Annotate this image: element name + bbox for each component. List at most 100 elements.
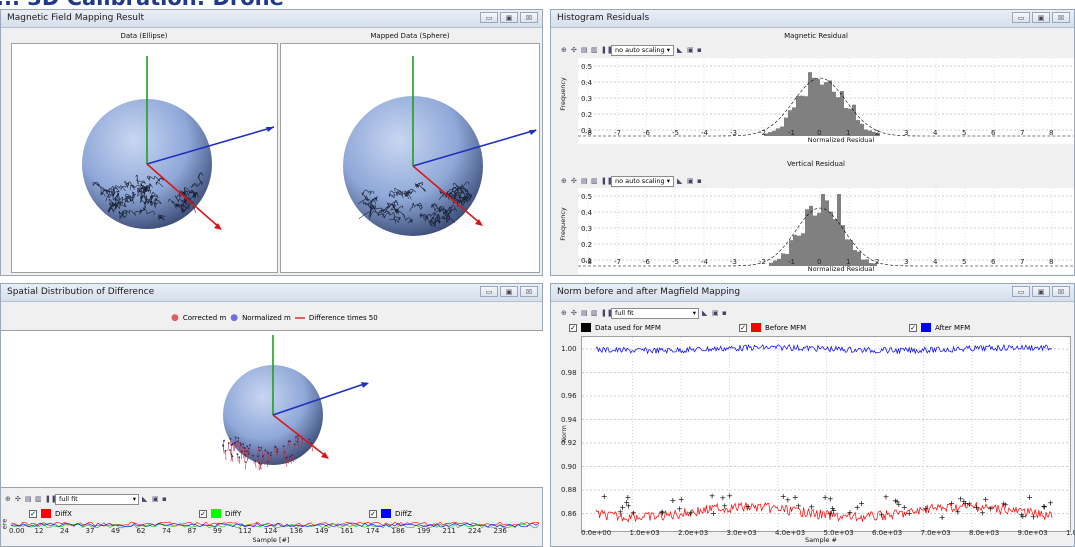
minimize-button[interactable]: ▭ — [1012, 12, 1030, 23]
corrected-point — [293, 443, 296, 446]
tick-label: 0.96 — [561, 392, 577, 400]
pdf-export-icon[interactable]: ▪ — [162, 495, 167, 503]
restore-button[interactable]: ▣ — [1032, 286, 1050, 297]
data-used-checkbox[interactable]: ✓ — [569, 323, 577, 332]
ellipse-3d-view[interactable] — [11, 43, 278, 273]
pdf-export-icon[interactable]: ▪ — [722, 309, 727, 317]
fit-mode-select[interactable]: full fit ▾ — [55, 494, 139, 505]
norm-plot[interactable]: + + + + + + + + + + + + + + + + + + + + + + + + + + + + + + + + + + + + + + + +… — [581, 336, 1071, 532]
pan-icon[interactable]: ✣ — [15, 495, 21, 503]
chart-settings-icon[interactable]: ▥ — [591, 177, 598, 185]
zoom-icon[interactable]: ⊕ — [561, 309, 567, 317]
table-icon[interactable]: ▤ — [581, 177, 588, 185]
fit-mode-select[interactable]: full fit ▾ — [611, 308, 699, 319]
tick-label: 8 — [1049, 129, 1054, 137]
table-icon[interactable]: ▤ — [25, 495, 32, 503]
pdf-export-icon[interactable]: ▪ — [697, 46, 702, 54]
legend-label: Normalized m — [242, 314, 291, 322]
data-used-swatch — [581, 323, 591, 332]
restore-button[interactable]: ▣ — [1032, 12, 1050, 23]
tick-label: 2.0e+03 — [678, 529, 709, 537]
trajectory-line — [431, 203, 441, 216]
data-used-marker: + — [619, 503, 626, 512]
difference-marker — [294, 317, 305, 319]
tick-label: 74 — [162, 527, 171, 535]
histogram-bar — [813, 215, 817, 266]
pause-icon[interactable]: ❚❚ — [601, 46, 613, 54]
histogram-bar — [860, 123, 864, 136]
zoom-icon[interactable]: ⊕ — [561, 46, 567, 54]
tick-label: 3 — [904, 129, 909, 137]
diff-series-plot[interactable] — [11, 518, 541, 532]
scaling-select[interactable]: no auto scaling ▾ — [611, 176, 675, 187]
corrected-point — [240, 443, 243, 446]
difference-vector — [293, 444, 296, 451]
sphere-3d-view[interactable] — [280, 43, 540, 273]
zoom-icon[interactable]: ⊕ — [561, 177, 567, 185]
diffz-checkbox[interactable]: ✓ — [369, 509, 377, 518]
line-icon[interactable]: ◣ — [702, 309, 708, 317]
pause-icon[interactable]: ❚❚ — [45, 495, 57, 503]
line-icon[interactable]: ◣ — [677, 46, 683, 54]
histogram-bar — [832, 91, 836, 136]
scaling-select[interactable]: no auto scaling ▾ — [611, 45, 675, 56]
image-export-icon[interactable]: ▣ — [687, 46, 694, 54]
diff-series-line — [11, 523, 540, 529]
pdf-export-icon[interactable]: ▪ — [697, 177, 702, 185]
magnetic-residual-histogram[interactable] — [578, 58, 1074, 144]
restore-button[interactable]: ▣ — [500, 286, 518, 297]
pan-icon[interactable]: ✣ — [571, 46, 577, 54]
chart-settings-icon[interactable]: ▥ — [591, 46, 598, 54]
minimize-button[interactable]: ▭ — [1012, 286, 1030, 297]
line-icon[interactable]: ◣ — [142, 495, 148, 503]
image-export-icon[interactable]: ▣ — [687, 177, 694, 185]
close-button[interactable]: ☒ — [1052, 286, 1070, 297]
tick-label: -3 — [730, 129, 737, 137]
data-used-marker: + — [1018, 510, 1025, 519]
image-export-icon[interactable]: ▣ — [152, 495, 159, 503]
tick-label: 0.4 — [581, 79, 593, 87]
histogram-bar — [804, 96, 808, 136]
minimize-button[interactable]: ▭ — [480, 286, 498, 297]
pan-icon[interactable]: ✣ — [571, 177, 577, 185]
diffx-checkbox[interactable]: ✓ — [29, 509, 37, 518]
image-export-icon[interactable]: ▣ — [712, 309, 719, 317]
data-used-marker: + — [1030, 513, 1037, 522]
data-used-marker: + — [939, 513, 946, 522]
chart-settings-icon[interactable]: ▥ — [35, 495, 42, 503]
difference-vector — [264, 450, 266, 456]
pause-icon[interactable]: ❚❚ — [601, 309, 613, 317]
line-icon[interactable]: ◣ — [677, 177, 683, 185]
trajectory-line — [123, 193, 136, 205]
histogram-bar — [844, 108, 848, 136]
pause-icon[interactable]: ❚❚ — [601, 177, 613, 185]
trajectory-line — [158, 214, 166, 221]
table-icon[interactable]: ▤ — [581, 46, 588, 54]
restore-button[interactable]: ▣ — [500, 12, 518, 23]
zoom-icon[interactable]: ⊕ — [5, 495, 11, 503]
chart-settings-icon[interactable]: ▥ — [591, 309, 598, 317]
panel-title: Magnetic Field Mapping Result — [7, 13, 144, 23]
data-used-marker: + — [1041, 503, 1048, 512]
corrected-point — [243, 447, 246, 449]
corrected-point — [229, 449, 231, 451]
diffy-checkbox[interactable]: ✓ — [199, 509, 207, 518]
close-button[interactable]: ☒ — [1052, 12, 1070, 23]
pan-icon[interactable]: ✣ — [571, 309, 577, 317]
close-button[interactable]: ☒ — [520, 12, 538, 23]
gaussian-fit-curve — [578, 207, 1073, 267]
close-button[interactable]: ☒ — [520, 286, 538, 297]
diffz-swatch — [381, 509, 391, 518]
before-mfm-line — [595, 501, 1053, 523]
tick-label: 5 — [962, 129, 967, 137]
minimize-button[interactable]: ▭ — [480, 12, 498, 23]
spatial-3d-view[interactable] — [1, 330, 543, 488]
before-mfm-checkbox[interactable]: ✓ — [739, 323, 747, 332]
after-mfm-checkbox[interactable]: ✓ — [909, 323, 917, 332]
table-icon[interactable]: ▤ — [581, 309, 588, 317]
histogram-canvas — [578, 188, 1074, 274]
data-used-marker: + — [792, 493, 799, 502]
vertical-residual-histogram[interactable] — [578, 188, 1074, 274]
tick-label: -4 — [701, 129, 708, 137]
data-used-marker: + — [961, 497, 968, 506]
